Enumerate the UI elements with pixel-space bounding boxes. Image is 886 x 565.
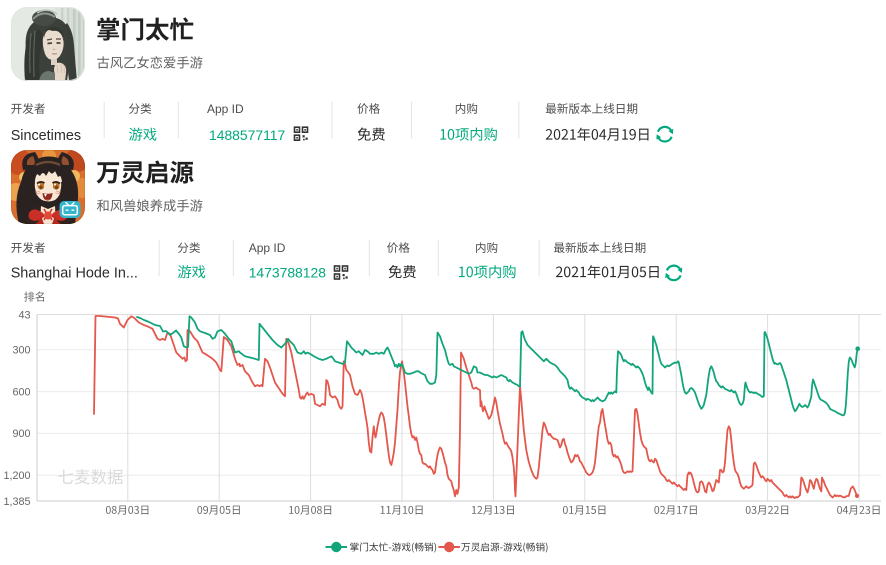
svg-text:600: 600 [12,386,30,398]
svg-text:1,385: 1,385 [3,496,30,508]
svg-text:App ID: App ID [207,102,244,116]
svg-text:900: 900 [12,428,30,440]
svg-text:App ID: App ID [249,241,286,255]
svg-text:300: 300 [12,345,30,357]
svg-text:1,200: 1,200 [3,470,30,482]
svg-text:Sincetimes: Sincetimes [11,128,81,144]
svg-text:1473788128: 1473788128 [249,265,327,281]
svg-text:43: 43 [18,309,30,321]
svg-text:1488577117: 1488577117 [209,127,285,143]
svg-text:Shanghai Hode In...: Shanghai Hode In... [11,266,138,282]
